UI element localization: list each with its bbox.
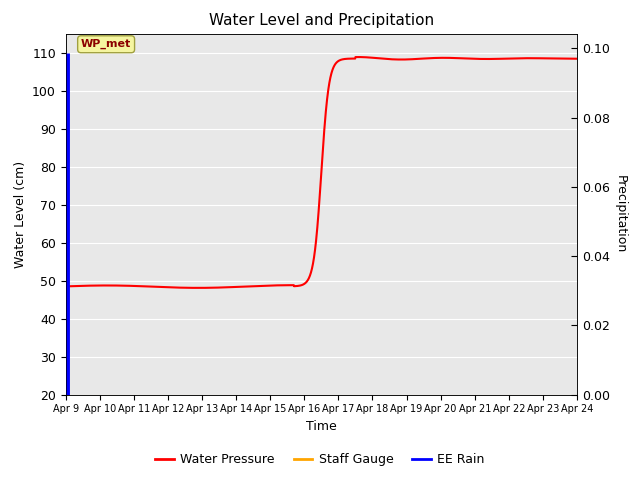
Y-axis label: Precipitation: Precipitation: [614, 175, 627, 253]
X-axis label: Time: Time: [306, 420, 337, 433]
Y-axis label: Water Level (cm): Water Level (cm): [13, 161, 26, 268]
Legend: Water Pressure, Staff Gauge, EE Rain: Water Pressure, Staff Gauge, EE Rain: [150, 448, 490, 471]
Title: Water Level and Precipitation: Water Level and Precipitation: [209, 13, 434, 28]
Text: WP_met: WP_met: [81, 39, 131, 49]
